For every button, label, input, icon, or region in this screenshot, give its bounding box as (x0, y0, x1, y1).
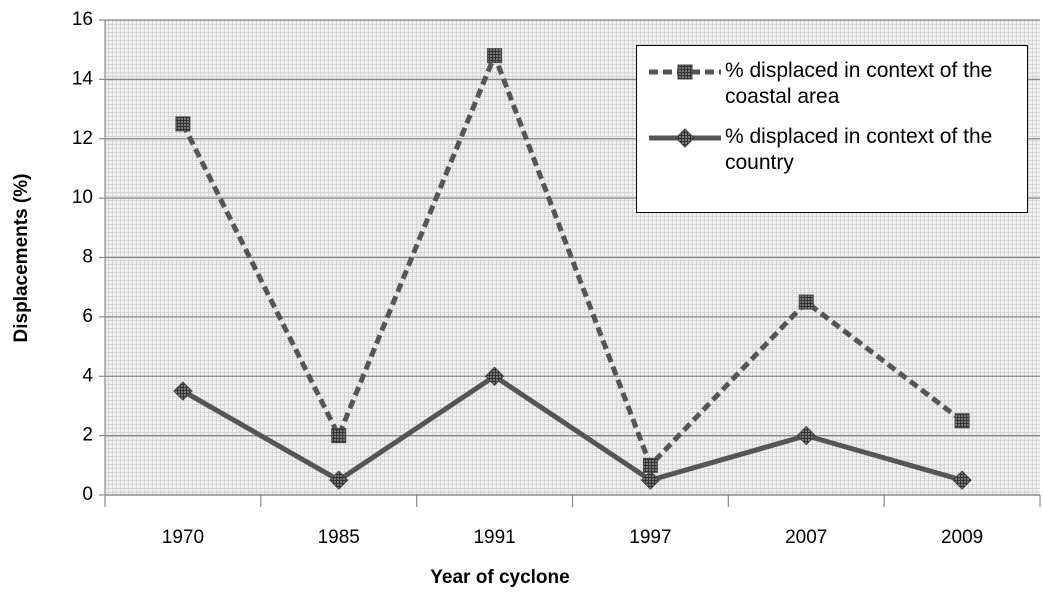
marker (640, 470, 661, 490)
y-tick-label: 0 (82, 484, 93, 505)
legend: % displaced in context of the coastal ar… (636, 45, 1028, 213)
x-axis-label: Year of cyclone (430, 567, 569, 588)
y-tick-label: 12 (72, 128, 93, 149)
x-tick-label: 1985 (318, 527, 360, 548)
legend-entry: % displaced in context of the country (645, 124, 1019, 176)
y-tick-label: 10 (72, 187, 93, 208)
y-axis-label: Displacements (%) (11, 174, 32, 343)
marker (331, 428, 347, 444)
marker (329, 470, 349, 490)
marker (677, 64, 693, 80)
legend-label: % displaced in context of the country (725, 125, 993, 174)
marker (173, 381, 193, 401)
y-tick-label: 8 (82, 247, 93, 268)
x-tick-label: 2009 (941, 527, 983, 548)
marker (954, 413, 970, 429)
marker (796, 425, 816, 446)
y-tick-label: 14 (72, 68, 94, 89)
legend-swatch (649, 64, 721, 80)
marker (487, 48, 503, 64)
y-tick-label: 6 (82, 306, 93, 327)
legend-swatch (649, 128, 721, 148)
legend-entry: % displaced in context of the coastal ar… (645, 58, 1019, 110)
series-line (181, 373, 963, 483)
legend-label: % displaced in context of the coastal ar… (725, 59, 993, 108)
marker (484, 366, 505, 386)
marker (642, 457, 658, 473)
marker (952, 470, 972, 490)
x-tick-label: 1970 (162, 527, 204, 548)
y-tick-label: 2 (82, 425, 93, 446)
marker (175, 116, 191, 132)
x-tick-label: 1997 (629, 527, 671, 548)
marker (675, 128, 695, 148)
marker (798, 294, 814, 310)
y-tick-label: 16 (72, 9, 93, 30)
y-tick-label: 4 (82, 365, 93, 386)
x-tick-label: 1991 (473, 527, 515, 548)
x-tick-label: 2007 (785, 527, 827, 548)
